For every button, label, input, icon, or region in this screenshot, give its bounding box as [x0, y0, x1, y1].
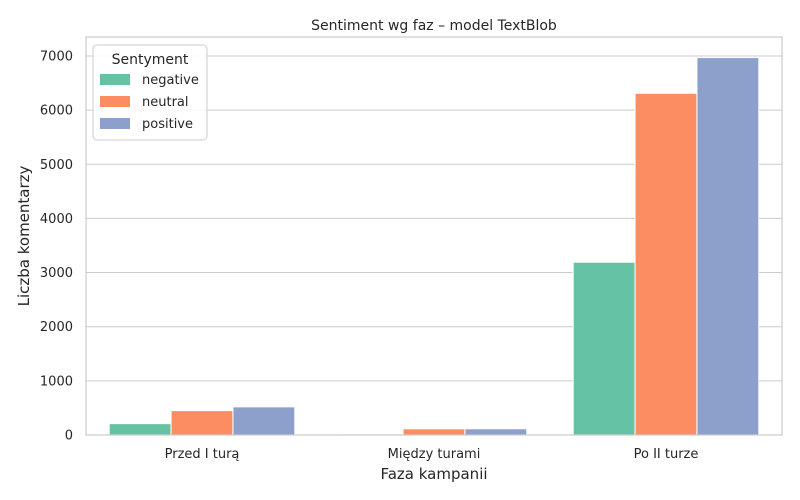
y-tick-label: 3000	[40, 266, 73, 281]
bar-positive	[232, 406, 296, 436]
y-tick-label: 6000	[40, 104, 73, 119]
bar-neutral	[402, 428, 466, 436]
x-tick-labels: Przed I turą Między turami Po II turze	[165, 447, 699, 462]
y-tick-label: 2000	[40, 320, 73, 335]
bar-positive	[464, 428, 528, 436]
x-axis-title: Faza kampanii	[380, 465, 487, 483]
legend-items: negative neutral positive	[100, 73, 199, 132]
bar-negative	[572, 261, 636, 436]
y-axis-title: Liczba komentarzy	[15, 165, 33, 306]
legend-frame	[92, 44, 208, 141]
x-tick-label: Między turami	[388, 447, 481, 462]
y-tick-label: 7000	[40, 49, 73, 64]
legend-title: Sentyment	[112, 52, 189, 68]
legend-swatch-positive	[100, 118, 130, 129]
x-tick-label: Po II turze	[634, 447, 699, 462]
legend-label-neutral: neutral	[142, 95, 189, 110]
bar-negative	[108, 423, 172, 436]
y-tick-label: 0	[65, 429, 73, 444]
legend-swatch-neutral	[100, 96, 130, 107]
legend-swatch-negative	[100, 74, 130, 85]
y-tick-label: 4000	[40, 212, 73, 227]
bar-positive	[696, 57, 760, 436]
y-tick-labels: 0 1000 2000 3000 4000 5000 6000 7000	[40, 49, 73, 443]
x-tick-label: Przed I turą	[165, 447, 240, 462]
bar-neutral	[170, 410, 234, 436]
bar-neutral	[634, 92, 698, 436]
plot-frame	[85, 36, 783, 436]
chart-title: Sentiment wg faz – model TextBlob	[311, 18, 557, 34]
y-tick-label: 1000	[40, 374, 73, 389]
legend: Sentyment negative neutral positive	[92, 44, 208, 141]
legend-label-positive: positive	[142, 117, 193, 132]
legend-label-negative: negative	[142, 73, 199, 88]
y-tick-label: 5000	[40, 158, 73, 173]
